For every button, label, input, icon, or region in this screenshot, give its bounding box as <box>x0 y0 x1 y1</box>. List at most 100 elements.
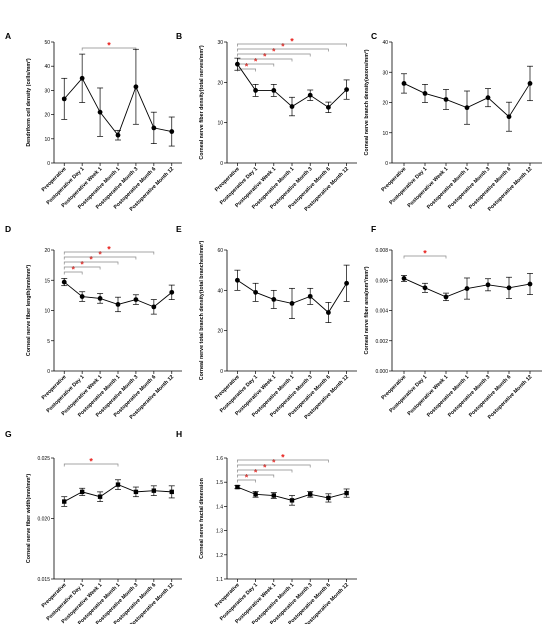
data-point <box>61 96 67 102</box>
y-axis-title: Dendriform cell density (cells/mm²) <box>26 58 32 147</box>
y-tick-label: 20 <box>44 113 50 119</box>
x-tick-label: Postoperative Week 1 <box>407 374 450 417</box>
significance-star: * <box>71 265 75 275</box>
significance-star: * <box>272 47 276 57</box>
y-tick-label: 0 <box>220 369 223 375</box>
chart-panel-a: A 0 10 20 30 40 50 Dendriform cell density (cel… <box>5 31 182 213</box>
significance-star: * <box>89 255 93 265</box>
significance-star: * <box>272 458 276 468</box>
data-point <box>443 294 449 300</box>
data-point <box>401 81 407 86</box>
data-point <box>235 61 240 67</box>
panel-label: B <box>176 31 182 41</box>
y-axis-title: Corneal nerve fiber width(mm/mm²) <box>26 474 32 563</box>
data-point <box>506 285 512 291</box>
data-point <box>169 129 175 134</box>
data-point <box>133 489 139 495</box>
y-tick-label: 30 <box>44 88 50 94</box>
data-point <box>307 92 313 98</box>
y-tick-label: 0 <box>47 161 50 167</box>
data-point <box>97 109 103 115</box>
significance-bracket <box>63 251 155 255</box>
data-point <box>97 494 103 499</box>
panel-label: F <box>371 224 376 234</box>
significance-bracket <box>63 266 101 270</box>
x-tick-label: Postoperative Month 12 <box>487 166 534 213</box>
data-point <box>271 88 277 93</box>
x-tick-label: Postoperative Day 1 <box>388 374 428 414</box>
data-point <box>61 279 67 285</box>
significance-star: * <box>254 57 258 67</box>
data-point <box>485 95 491 101</box>
data-point <box>464 286 470 291</box>
significance-bracket <box>237 48 329 52</box>
data-point <box>97 296 103 301</box>
significance-star: * <box>80 260 84 270</box>
panel-label: G <box>5 429 12 439</box>
data-point <box>289 498 295 503</box>
chart-panel-h: H 1.1 1.2 1.3 1.4 1.5 1.6 Corneal nerve fractal… <box>176 429 357 629</box>
significance-bracket <box>237 464 311 468</box>
data-point <box>464 105 470 111</box>
y-tick-label: 40 <box>44 64 50 70</box>
data-point <box>235 277 240 283</box>
significance-bracket <box>237 469 293 473</box>
panel-label: A <box>5 31 11 41</box>
significance-bracket <box>63 463 119 467</box>
data-point <box>151 488 157 493</box>
data-point <box>271 493 276 498</box>
significance-bracket <box>63 271 83 275</box>
significance-bracket <box>63 256 137 260</box>
chart-panel-b: B 0 10 20 30 Corneal nerve fiber density(tota… <box>176 31 357 213</box>
y-tick-label: 1.2 <box>216 553 223 559</box>
significance-star: * <box>245 62 249 72</box>
data-point <box>253 492 258 497</box>
y-tick-label: 20 <box>217 329 223 335</box>
y-tick-label: 1.4 <box>216 504 223 510</box>
data-point <box>235 484 240 490</box>
y-tick-label: 0.008 <box>375 248 388 254</box>
chart-panel-e: E 0 20 40 60 Corneal nerve total branch densi… <box>176 224 357 421</box>
data-point <box>133 297 139 303</box>
significance-bracket <box>237 43 347 47</box>
data-point <box>344 490 349 496</box>
y-axis-title: Corneal nerve fiber area(mm²/mm²) <box>364 266 370 354</box>
data-point <box>115 302 121 307</box>
significance-star: * <box>423 249 427 259</box>
y-tick-label: 60 <box>217 248 223 254</box>
data-point <box>253 88 258 93</box>
data-point <box>344 87 349 92</box>
y-tick-label: 50 <box>44 40 50 46</box>
chart-panel-c: C 0 10 20 30 40 Corneal nerve branch density(a… <box>364 31 542 213</box>
x-tick-label: Postoperative Month 12 <box>487 374 534 421</box>
data-point <box>506 114 512 120</box>
data-point <box>422 285 428 291</box>
chart-panel-f: F 0.000 0.002 0.004 0.006 0.008 Corneal nerve … <box>364 224 542 421</box>
y-tick-label: 20 <box>217 80 223 86</box>
y-tick-label: 10 <box>44 309 50 315</box>
significance-bracket <box>63 261 119 265</box>
significance-star: * <box>89 457 93 467</box>
panel-label: H <box>176 429 182 439</box>
y-tick-label: 1.3 <box>216 529 223 535</box>
data-point <box>401 276 407 281</box>
data-point <box>326 310 331 315</box>
y-tick-label: 20 <box>382 101 388 107</box>
x-tick-label: Postoperative Week 1 <box>407 166 450 209</box>
y-tick-label: 10 <box>382 131 388 137</box>
y-tick-label: 0.025 <box>37 456 50 462</box>
data-point <box>79 294 85 299</box>
data-point <box>115 132 121 138</box>
y-tick-label: 0.004 <box>375 309 388 315</box>
y-axis-title: Corneal nerve fiber length(mm/mm²) <box>26 265 32 356</box>
panel-label: E <box>176 224 182 234</box>
significance-star: * <box>107 245 111 255</box>
data-point <box>307 293 313 299</box>
significance-bracket <box>237 459 329 463</box>
y-tick-label: 1.1 <box>216 577 223 583</box>
y-tick-label: 20 <box>44 248 50 254</box>
significance-star: * <box>281 453 285 463</box>
y-tick-label: 0.002 <box>375 339 388 345</box>
data-point <box>443 97 449 102</box>
